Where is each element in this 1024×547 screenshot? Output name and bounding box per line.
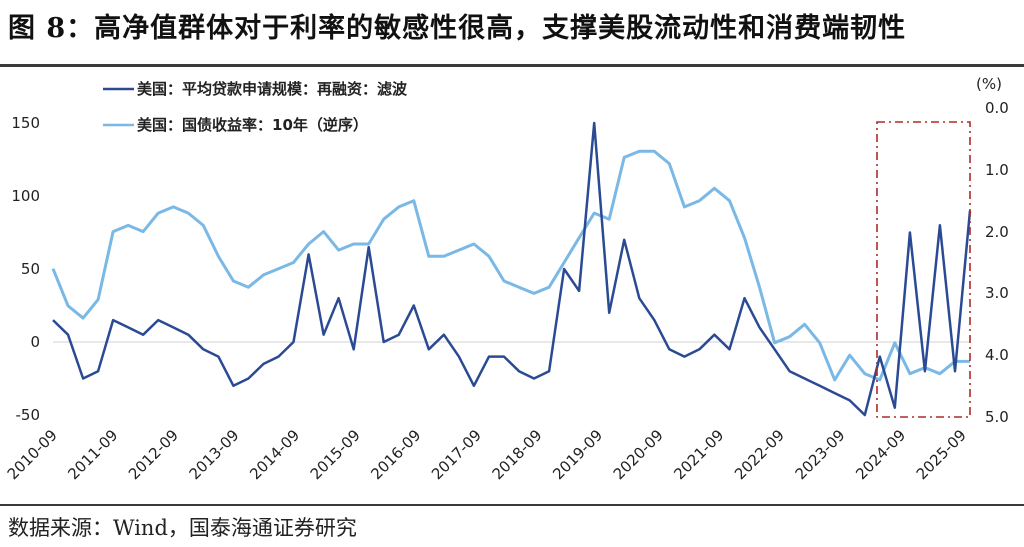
right-tick: 5.0	[985, 408, 1009, 426]
chart-title: 图 8：高净值群体对于利率的敏感性很高，支撑美股流动性和消费端韧性	[8, 13, 907, 44]
x-tick: 2014-09	[246, 426, 303, 483]
right-axis-unit: (%)	[976, 75, 1002, 93]
highlight-box	[876, 121, 971, 418]
x-tick: 2021-09	[670, 426, 727, 483]
left-tick: 100	[11, 187, 40, 205]
x-tick: 2024-09	[852, 426, 909, 483]
right-tick: 2.0	[985, 223, 1009, 241]
x-tick: 2020-09	[610, 426, 667, 483]
legend-label: 美国：国债收益率：10年（逆序）	[137, 116, 368, 134]
line-chart: 150 100 50 0 -50 (%) 0.0 1.0 2.0 3.0 4.0…	[4, 75, 1009, 483]
x-tick: 2018-09	[489, 426, 546, 483]
bottom-divider	[0, 504, 1024, 506]
x-tick: 2015-09	[307, 426, 364, 483]
x-tick: 2012-09	[125, 426, 182, 483]
x-tick: 2013-09	[186, 426, 243, 483]
series-treasury-yield-line	[51, 149, 970, 382]
legend-item-treasury: 美国：国债收益率：10年（逆序）	[103, 116, 368, 134]
x-tick: 2016-09	[367, 426, 424, 483]
right-tick: 1.0	[985, 161, 1009, 179]
top-divider	[0, 64, 1024, 67]
x-tick: 2025-09	[913, 426, 970, 483]
x-tick: 2022-09	[731, 426, 788, 483]
x-tick: 2011-09	[64, 426, 121, 483]
x-tick: 2010-09	[4, 426, 61, 483]
legend-item-refinance: 美国：平均贷款申请规模：再融资：滤波	[103, 80, 408, 98]
left-tick: -50	[16, 406, 41, 424]
left-tick: 0	[30, 333, 40, 351]
right-tick: 4.0	[985, 346, 1009, 364]
right-tick: 3.0	[985, 284, 1009, 302]
legend: 美国：平均贷款申请规模：再融资：滤波 美国：国债收益率：10年（逆序）	[103, 80, 408, 134]
x-axis: 2010-09 2011-09 2012-09 2013-09 2014-09 2015-…	[4, 426, 970, 483]
x-tick: 2023-09	[792, 426, 849, 483]
right-tick: 0.0	[985, 99, 1009, 117]
right-axis: (%) 0.0 1.0 2.0 3.0 4.0 5.0	[976, 75, 1009, 426]
left-tick: 150	[11, 114, 40, 132]
left-tick: 50	[21, 260, 40, 278]
x-tick: 2019-09	[549, 426, 606, 483]
series-refinance-loan-size-line	[52, 121, 972, 417]
legend-label: 美国：平均贷款申请规模：再融资：滤波	[137, 80, 408, 98]
x-tick: 2017-09	[428, 426, 485, 483]
data-source-note: 数据来源：Wind，国泰海通证券研究	[8, 516, 357, 540]
left-axis: 150 100 50 0 -50	[11, 114, 40, 424]
